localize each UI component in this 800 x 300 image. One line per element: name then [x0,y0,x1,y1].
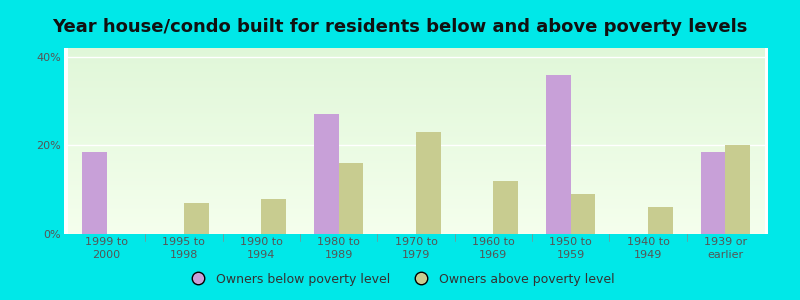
Bar [262,199,286,234]
Bar [184,203,209,234]
Bar [726,146,750,234]
Legend: Owners below poverty level, Owners above poverty level: Owners below poverty level, Owners above… [181,268,619,291]
Bar [494,181,518,234]
Bar [648,207,673,234]
Bar [314,114,338,234]
Text: Year house/condo built for residents below and above poverty levels: Year house/condo built for residents bel… [52,18,748,36]
Bar [570,194,595,234]
Bar [338,163,363,234]
Bar [546,75,570,234]
Bar [416,132,441,234]
Bar [701,152,726,234]
Bar [82,152,106,234]
